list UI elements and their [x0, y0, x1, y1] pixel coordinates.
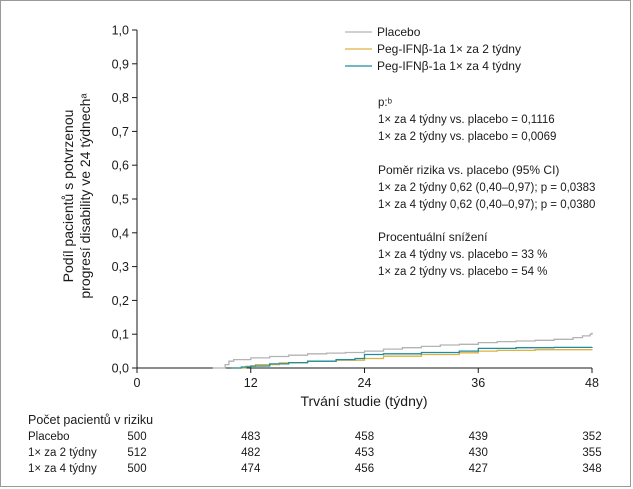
x-axis-ticks: 0 12 24 36 48 — [134, 368, 599, 390]
risk-table-cell: 458 — [355, 431, 374, 443]
x-tick-label: 48 — [585, 376, 599, 390]
risk-table-cell: 427 — [469, 463, 488, 475]
risk-row-label-q2w: 1× za 2 týdny — [28, 447, 97, 459]
reduction-line-2: 1× za 2 týdny vs. placebo = 54 % — [378, 266, 547, 278]
p-value-line-1: 1× za 4 týdny vs. placebo = 0,1116 — [378, 114, 555, 126]
risk-row-label-placebo: Placebo — [28, 431, 70, 443]
annotations: p:ᵇ 1× za 4 týdny vs. placebo = 0,1116 1… — [378, 97, 595, 278]
risk-table-cell: 355 — [582, 447, 601, 459]
x-tick-label: 24 — [358, 376, 372, 390]
y-tick-label: 0,1 — [112, 328, 129, 342]
y-axis-ticks: 0,0 0,1 0,2 0,3 0,4 0,5 0,6 0,7 0,8 0,9 1,0 — [112, 24, 137, 376]
y-axis-title-line-2: progresí disability ve 24 týdnechᵃ — [77, 93, 93, 299]
risk-table-values: 500 483 458 439 352 512 482 453 430 355 500 474 456 4… — [127, 431, 601, 475]
risk-table-cell: 430 — [469, 447, 488, 459]
risk-table-cell: 512 — [127, 447, 146, 459]
risk-table: Počet pacientů v riziku Placebo 1× za 2 … — [28, 413, 602, 475]
hazard-ratio-line-1: 1× za 2 týdny 0,62 (0,40–0,97); p = 0,03… — [378, 182, 595, 194]
y-tick-label: 0,0 — [112, 362, 129, 376]
risk-table-cell: 453 — [355, 447, 374, 459]
y-tick-label: 1,0 — [112, 24, 129, 38]
p-value-label: p:ᵇ — [378, 97, 393, 109]
x-axis-title: Trvání studie (týdny) — [300, 393, 427, 409]
y-axis-title-line-1: Podíl pacientů s potvrzenou — [60, 110, 76, 283]
hazard-ratio-heading: Poměr rizika vs. placebo (95% CI) — [378, 163, 559, 177]
x-tick-label: 12 — [244, 376, 258, 390]
risk-table-cell: 348 — [582, 463, 601, 475]
risk-table-cell: 483 — [241, 431, 260, 443]
series-line-placebo — [212, 332, 593, 369]
risk-table-cell: 474 — [241, 463, 261, 475]
hazard-ratio-line-2: 1× za 4 týdny 0,62 (0,40–0,97); p = 0,03… — [378, 199, 595, 211]
legend: Placebo Peg-IFNβ-1a 1× za 2 týdny Peg-IF… — [345, 25, 521, 73]
p-value-line-2: 1× za 2 týdny vs. placebo = 0,0069 — [378, 131, 556, 143]
y-tick-label: 0,9 — [112, 57, 129, 71]
y-tick-label: 0,3 — [112, 260, 129, 274]
legend-label-q2w: Peg-IFNβ-1a 1× za 2 týdny — [377, 42, 521, 56]
risk-row-label-q4w: 1× za 4 týdny — [28, 463, 97, 475]
risk-table-title: Počet pacientů v riziku — [28, 413, 153, 427]
reduction-heading: Procentuální snížení — [378, 230, 488, 244]
risk-table-cell: 439 — [469, 431, 488, 443]
y-tick-label: 0,5 — [112, 193, 129, 207]
x-tick-label: 36 — [471, 376, 485, 390]
y-tick-label: 0,8 — [112, 91, 129, 105]
risk-table-cell: 352 — [582, 431, 601, 443]
risk-table-cell: 500 — [127, 431, 146, 443]
series-line-q4w — [231, 346, 593, 369]
legend-label-q4w: Peg-IFNβ-1a 1× za 4 týdny — [377, 59, 521, 73]
legend-label-placebo: Placebo — [377, 25, 421, 39]
reduction-line-1: 1× za 4 týdny vs. placebo = 33 % — [378, 249, 547, 261]
x-tick-label: 0 — [134, 376, 141, 390]
risk-table-cell: 482 — [241, 447, 260, 459]
y-tick-label: 0,4 — [112, 226, 129, 240]
y-tick-label: 0,7 — [112, 125, 129, 139]
y-tick-label: 0,6 — [112, 159, 129, 173]
y-tick-label: 0,2 — [112, 294, 129, 308]
risk-table-cell: 500 — [127, 463, 146, 475]
series-line-q2w — [231, 349, 593, 369]
series-lines — [212, 332, 593, 369]
risk-table-cell: 456 — [355, 463, 374, 475]
